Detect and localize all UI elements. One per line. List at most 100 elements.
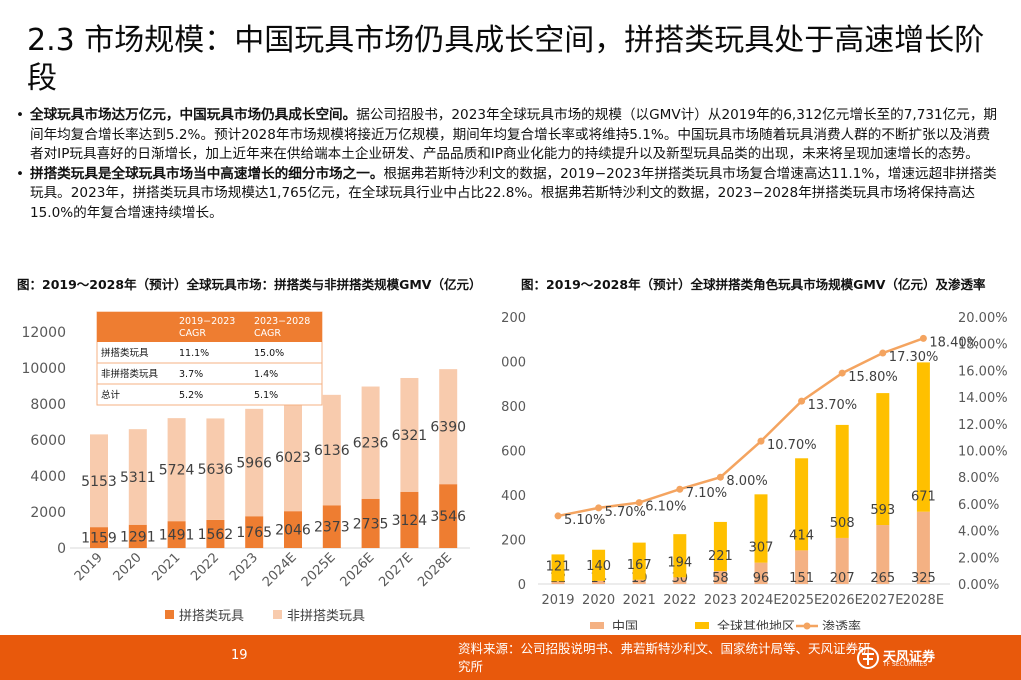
x-tick-label: 2019: [541, 593, 574, 608]
bar-china: [876, 525, 890, 584]
bullet-dot: •: [16, 165, 25, 182]
penetration-point: [554, 512, 562, 520]
bar-rest-of-world: [632, 542, 646, 580]
y2-tick-label: 18.00%: [958, 338, 1008, 353]
penetration-label: 8.00%: [726, 474, 767, 489]
data-label: 5724: [159, 463, 195, 479]
cagr-cell: 5.1%: [254, 390, 278, 401]
cagr-header-text: CAGR: [179, 328, 206, 339]
y2-tick-label: 2.00%: [958, 551, 999, 566]
y-tick-label: 12000: [21, 325, 66, 341]
y2-tick-label: 6.00%: [958, 498, 999, 513]
penetration-point: [716, 473, 724, 481]
x-tick-label: 2022: [188, 550, 222, 584]
bar-non-building: [245, 408, 264, 517]
y2-tick-label: 14.00%: [958, 391, 1008, 406]
bar-rest-of-world: [592, 549, 606, 581]
bar-non-building: [284, 402, 302, 512]
page-title: 2.3 市场规模：中国玩具市场仍具成长空间，拼搭类玩具处于高速增长阶段: [27, 23, 985, 96]
legend-label: 渗透率: [822, 619, 861, 630]
legend-label: 拼搭类玩具: [179, 608, 244, 624]
data-label: 1291: [120, 529, 156, 545]
penetration-label: 5.10%: [564, 513, 605, 528]
x-tick-label: 2027E: [376, 550, 416, 590]
x-tick-label: 2025E: [299, 550, 339, 590]
cagr-table-header: [97, 312, 322, 342]
y-tick-label: 2000: [30, 505, 66, 521]
x-tick-label: 2021: [149, 550, 183, 584]
data-label: 414: [789, 528, 814, 543]
cagr-header-text: 2019−2023: [179, 316, 235, 327]
data-label: 140: [586, 559, 611, 574]
company-logo: 天风证券 TF SECURITIES: [857, 644, 957, 672]
bullet-bold: 拼搭类玩具是全球玩具市场当中高速增长的细分市场之一。: [30, 165, 384, 182]
data-label: 671: [911, 490, 936, 505]
bar-rest-of-world: [673, 534, 687, 578]
data-label: 194: [667, 555, 692, 570]
data-label: 3124: [392, 513, 428, 529]
x-tick-label: 2028E: [903, 593, 944, 608]
bar-china: [835, 537, 849, 584]
data-label: 121: [546, 559, 571, 574]
global-toy-market-chart: 0 2000 4000 6000 8000 10000 12000 1159 5153 2019 1…: [21, 311, 470, 624]
data-label: 508: [830, 516, 855, 531]
bullet-list: • 全球玩具市场达万亿元，中国玩具市场仍具成长空间。据公司招股书，2023年全球玩…: [16, 106, 1001, 223]
y-tick-label: 1200: [500, 311, 526, 326]
x-tick-label: 2020: [582, 593, 615, 608]
x-tick-label: 2023: [704, 593, 737, 608]
penetration-label: 7.10%: [686, 486, 727, 501]
legend-swatch: [165, 610, 174, 619]
penetration-line: [557, 337, 924, 518]
y-tick-label: 400: [501, 489, 526, 504]
penetration-point: [635, 499, 643, 507]
y-tick-label: 8000: [30, 397, 66, 413]
bullet-dot: •: [16, 107, 25, 123]
bar-rest-of-world: [916, 362, 930, 512]
bar-rest-of-world: [876, 393, 890, 526]
data-label: 6136: [314, 443, 350, 459]
y2-tick-label: 8.00%: [958, 471, 999, 486]
x-tick-label: 2023: [227, 550, 261, 584]
building-toy-market-chart: 0 200 400 600 800 1000 1200 0.00% 2.00% 4.00% 6.00…: [500, 311, 1008, 630]
bar-building: [128, 524, 147, 548]
y2-tick-label: 16.00%: [958, 364, 1008, 379]
chart-caption-right: 图：2019～2028年（预计）全球拼搭类角色玩具市场规模GMV（亿元）及渗透率: [521, 277, 986, 292]
bar-rest-of-world: [551, 554, 565, 582]
data-label: 5966: [236, 456, 272, 472]
y-tick-label: 200: [501, 534, 526, 549]
cagr-cell: 11.1%: [179, 348, 209, 359]
cagr-cell: 非拼搭类玩具: [101, 368, 159, 380]
penetration-point: [757, 437, 765, 445]
data-label: 307: [749, 541, 774, 556]
cagr-cell: 总计: [101, 389, 121, 401]
data-label: 6023: [275, 450, 311, 466]
cagr-cell: 3.7%: [179, 369, 203, 380]
penetration-point: [919, 334, 927, 342]
penetration-point: [676, 485, 684, 493]
cagr-header-text: 2023−2028: [254, 316, 310, 327]
x-tick-label: 2021: [623, 593, 656, 608]
penetration-label: 15.80%: [848, 370, 898, 385]
y-tick-label: 4000: [30, 469, 66, 485]
data-label: 221: [708, 549, 733, 564]
data-label: 5153: [81, 474, 117, 490]
bar-china: [673, 577, 687, 584]
x-tick-label: 2027E: [862, 593, 903, 608]
bar-non-building: [167, 418, 186, 522]
legend-label: 非拼搭类玩具: [287, 608, 365, 624]
cagr-header-text: CAGR: [254, 328, 281, 339]
data-label: 2046: [275, 523, 311, 539]
x-tick-label: 2020: [111, 550, 145, 584]
bar-non-building: [322, 394, 341, 506]
data-label: 5311: [120, 470, 156, 486]
bar-non-building: [400, 377, 419, 492]
bar-rest-of-world: [754, 494, 768, 563]
bar-non-building: [90, 434, 108, 528]
y-tick-label: 600: [501, 445, 526, 460]
penetration-label: 6.10%: [645, 500, 686, 515]
bullet-text: 据公司招股书，2023年全球玩具市场的规模（以GMV计）从2019年的6,312…: [30, 107, 998, 162]
bar-building: [206, 519, 225, 548]
bar-building: [167, 521, 186, 548]
data-label: 2735: [353, 516, 389, 532]
source-note: 资料来源：公司招股说明书、弗若斯特沙利文、国家统计局等、天风证券研究所: [458, 641, 871, 674]
